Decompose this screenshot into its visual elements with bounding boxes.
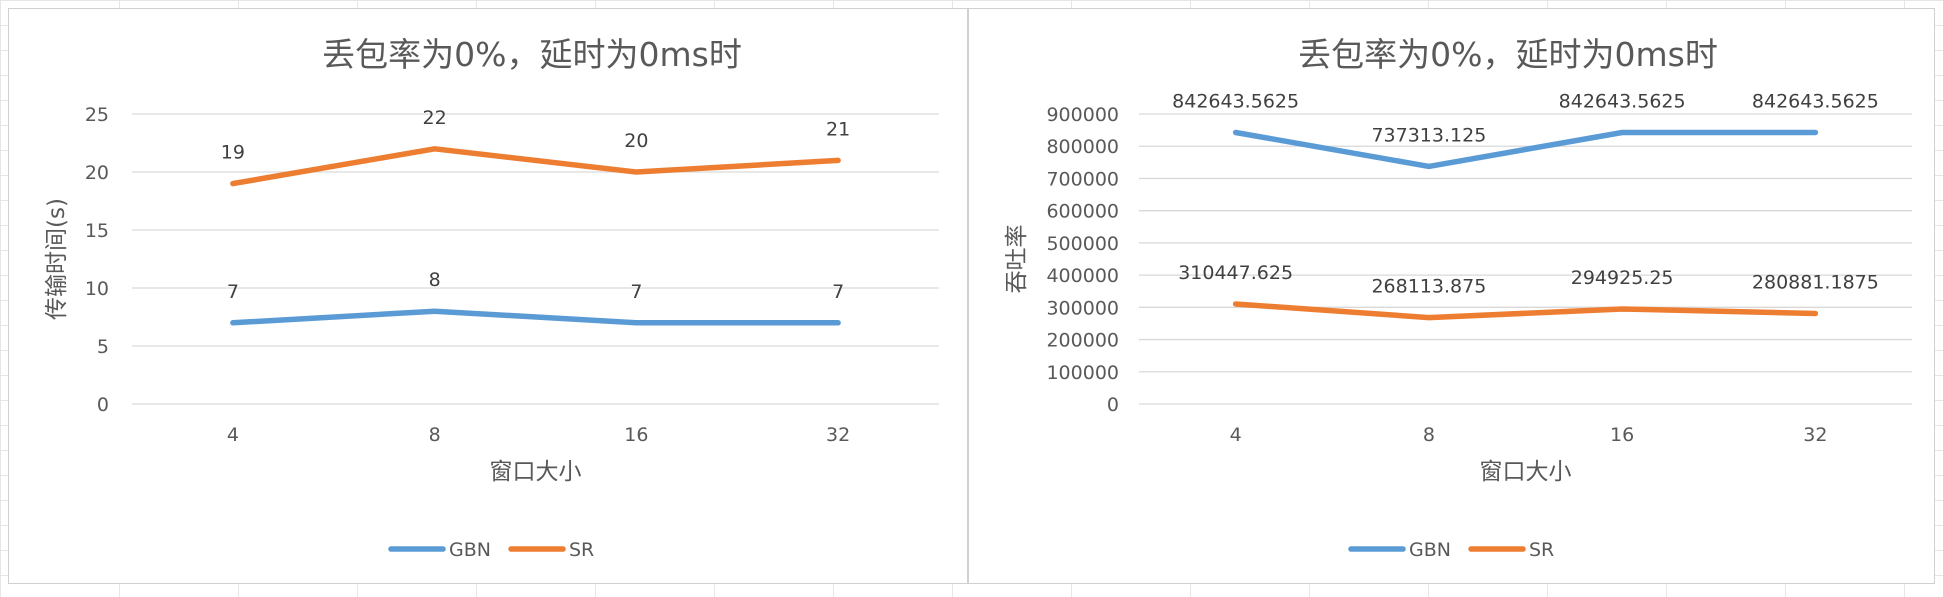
chart-svg: 丢包率为0%，延时为0ms时 0 5 10 15 20 25 4 8 16 32 窗口大小 传输时间(s… [44, 35, 939, 561]
data-label: 842643.5625 [1172, 90, 1299, 112]
x-tick-label: 16 [624, 424, 648, 446]
y-axis-title: 吞吐率 [1004, 225, 1030, 294]
series-line-gbn [230, 308, 841, 326]
chart-transmission-time[interactable]: 丢包率为0%，延时为0ms时 0 5 10 15 20 25 4 8 16 32 窗口大小 传输时间(s… [8, 8, 968, 584]
y-tick-label: 25 [85, 104, 109, 126]
data-label: 22 [423, 107, 447, 129]
data-label: 7 [832, 281, 844, 303]
series-line-sr [230, 146, 841, 187]
data-label: 310447.625 [1178, 262, 1293, 284]
y-tick-label: 400000 [1046, 265, 1119, 287]
data-label: 268113.875 [1371, 276, 1486, 298]
y-tick-label: 900000 [1046, 104, 1119, 126]
data-label: 20 [624, 130, 648, 152]
y-tick-label: 20 [85, 162, 109, 184]
x-tick-label: 32 [826, 424, 850, 446]
data-label: 8 [429, 269, 441, 291]
x-tick-label: 32 [1803, 424, 1827, 446]
data-label: 7 [630, 281, 642, 303]
chart-svg: 丢包率为0%，延时为0ms时 0 100000 200000 300000 400000 5… [1004, 35, 1912, 561]
chart-title: 丢包率为0%，延时为0ms时 [322, 35, 742, 74]
legend-label: GBN [1409, 539, 1451, 561]
y-tick-label: 5 [97, 336, 109, 358]
legend-label: SR [569, 539, 594, 561]
y-tick-label: 600000 [1046, 201, 1119, 223]
y-axis-title: 传输时间(s) [44, 198, 70, 320]
y-tick-label: 0 [1107, 394, 1119, 416]
y-tick-label: 800000 [1046, 136, 1119, 158]
series-line-gbn [1232, 129, 1819, 170]
data-label: 737313.125 [1371, 124, 1486, 146]
x-tick-label: 16 [1610, 424, 1634, 446]
data-label: 842643.5625 [1559, 90, 1686, 112]
data-label: 280881.1875 [1752, 271, 1879, 293]
y-tick-label: 200000 [1046, 330, 1119, 352]
x-tick-label: 4 [1230, 424, 1242, 446]
y-tick-label: 0 [97, 394, 109, 416]
y-tick-label: 100000 [1046, 362, 1119, 384]
x-axis-title: 窗口大小 [490, 459, 582, 485]
y-tick-label: 500000 [1046, 233, 1119, 255]
y-tick-label: 10 [85, 278, 109, 300]
y-tick-label: 15 [85, 220, 109, 242]
chart-throughput[interactable]: 丢包率为0%，延时为0ms时 0 100000 200000 300000 400000 5… [968, 8, 1935, 584]
x-tick-label: 4 [227, 424, 239, 446]
y-tick-label: 300000 [1046, 297, 1119, 319]
legend-label: GBN [449, 539, 491, 561]
data-label: 294925.25 [1571, 267, 1674, 289]
y-tick-label: 700000 [1046, 168, 1119, 190]
legend-label: SR [1529, 539, 1554, 561]
chart-title: 丢包率为0%，延时为0ms时 [1298, 35, 1718, 74]
data-label: 19 [221, 142, 245, 164]
data-label: 21 [826, 118, 850, 140]
data-label: 7 [227, 281, 239, 303]
series-line-sr [1232, 301, 1819, 321]
x-axis-title: 窗口大小 [1480, 459, 1572, 485]
data-label: 842643.5625 [1752, 90, 1879, 112]
x-tick-label: 8 [429, 424, 441, 446]
x-tick-label: 8 [1423, 424, 1435, 446]
